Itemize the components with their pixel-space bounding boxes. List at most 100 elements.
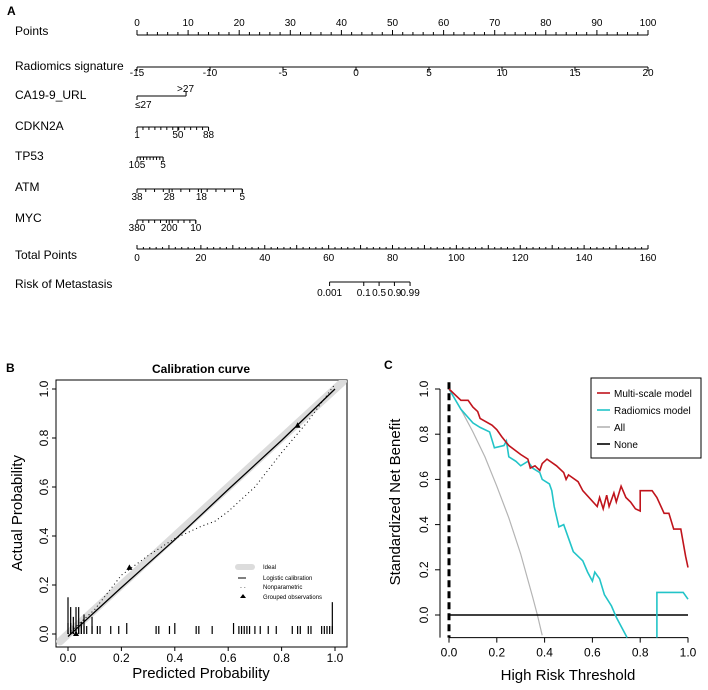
tick-label: 0.99 <box>400 288 420 299</box>
tick-label: 140 <box>576 253 593 264</box>
tick-label: >27 <box>177 84 194 95</box>
legend-entry: Logistic calibration <box>263 576 312 582</box>
legend-entry: Multi-scale model <box>614 389 692 400</box>
tick-label: 40 <box>259 253 271 264</box>
legend-entry: All <box>614 423 625 434</box>
row-label: Total Points <box>15 248 77 262</box>
tick-label: 0.001 <box>317 288 342 299</box>
x-tick-label: 0.4 <box>536 646 553 660</box>
tick-label: 70 <box>489 18 501 29</box>
grouped-observation-point <box>294 422 301 428</box>
tick-label: -5 <box>279 68 288 79</box>
tick-label: 10 <box>183 18 195 29</box>
grouped-observation-point <box>126 564 133 570</box>
panel-label: A <box>7 4 16 18</box>
x-tick-label: 1.0 <box>327 651 344 665</box>
row-label: ATM <box>15 180 39 194</box>
tick-label: 40 <box>336 18 348 29</box>
panel-label: C <box>384 358 393 372</box>
tick-label: 80 <box>387 253 399 264</box>
tick-label: 1 <box>134 130 140 141</box>
tick-label: 5 <box>239 192 245 203</box>
y-tick-label: 1.0 <box>37 380 51 397</box>
plot-area <box>56 380 347 646</box>
legend-entry: Grouped observations <box>263 595 322 601</box>
x-tick-label: 0.0 <box>60 651 77 665</box>
y-tick-label: 0.6 <box>417 471 431 488</box>
tick-label: 10 <box>496 68 508 79</box>
tick-label: 28 <box>164 192 176 203</box>
x-axis-label: Predicted Probability <box>132 665 270 682</box>
row-label: Points <box>15 24 48 38</box>
legend-nonparam-swatch: . . <box>240 583 246 590</box>
tick-label: 18 <box>196 192 208 203</box>
logistic-calibration-line <box>67 388 336 637</box>
ideal-line <box>56 380 347 646</box>
chart-title: Calibration curve <box>152 362 250 376</box>
x-tick-label: 0.6 <box>220 651 237 665</box>
x-tick-label: 0.2 <box>488 646 505 660</box>
y-tick-label: 0.2 <box>417 561 431 578</box>
legend-entry: Radiomics model <box>614 406 691 417</box>
tick-label: 20 <box>642 68 654 79</box>
calibration-panel: B Calibration curve 0.0 0.2 0.4 0.6 0.8 1.0 0.0 0… <box>6 361 348 682</box>
x-tick-label: 0.8 <box>273 651 290 665</box>
y-tick-label: 0.0 <box>417 606 431 623</box>
x-tick-label: 0.2 <box>113 651 130 665</box>
tick-label: 50 <box>387 18 399 29</box>
row-label: Radiomics signature <box>15 59 124 73</box>
legend-entry: Nonparametric <box>263 585 302 591</box>
tick-label: 60 <box>323 253 335 264</box>
y-tick-label: 0.8 <box>417 426 431 443</box>
nonparametric-line <box>67 383 336 635</box>
tick-label: 0.5 <box>372 288 386 299</box>
row-label: CDKN2A <box>15 119 64 133</box>
tick-label: 0 <box>353 68 359 79</box>
plot-frame <box>55 379 348 648</box>
tick-label: 200 <box>161 223 178 234</box>
tick-label: 0 <box>134 18 140 29</box>
legend-entry: Ideal <box>263 565 276 571</box>
all-curve <box>448 388 543 636</box>
tick-label: 50 <box>172 130 184 141</box>
y-axis-label: Actual Probability <box>9 455 26 571</box>
y-tick-label: 0.2 <box>37 576 51 593</box>
tick-label: 120 <box>512 253 529 264</box>
y-tick-label: 0.6 <box>37 478 51 495</box>
x-axis-label: High Risk Threshold <box>501 667 636 684</box>
row-label: CA19-9_URL <box>15 88 87 102</box>
tick-label: 20 <box>234 18 246 29</box>
tick-label: 38 <box>131 192 143 203</box>
y-tick-label: 0.0 <box>37 625 51 642</box>
tick-label: 88 <box>203 130 215 141</box>
x-tick-label: 0.4 <box>166 651 183 665</box>
tick-label: ≤27 <box>135 100 152 111</box>
tick-label: 380 <box>129 223 146 234</box>
radiomics-model-curve-segment <box>656 591 689 638</box>
tick-label: 0.1 <box>357 288 371 299</box>
x-tick-label: 0.8 <box>632 646 649 660</box>
tick-label: 0.9 <box>387 288 401 299</box>
tick-label: 20 <box>195 253 207 264</box>
tick-label: -15 <box>130 68 145 79</box>
x-tick-label: 0.6 <box>584 646 601 660</box>
row-label: MYC <box>15 211 42 225</box>
tick-label: 10 <box>190 223 202 234</box>
x-tick-label: 1.0 <box>680 646 697 660</box>
tick-label: 15 <box>569 68 581 79</box>
tick-label: 60 <box>438 18 450 29</box>
tick-label: -10 <box>203 68 218 79</box>
tick-label: 100 <box>448 253 465 264</box>
tick-label: 30 <box>285 18 297 29</box>
y-tick-label: 0.8 <box>37 429 51 446</box>
y-tick-label: 1.0 <box>417 380 431 397</box>
row-label: Risk of Metastasis <box>15 277 112 291</box>
y-tick-label: 0.4 <box>37 527 51 544</box>
legend-grouped-swatch <box>240 594 246 598</box>
tick-label: 5 <box>160 160 166 171</box>
multi-scale-model-curve <box>448 388 689 568</box>
dca-panel: C 0.0 0.2 0.4 0.6 0.8 1.0 0.0 0.2 0.4 0.6 0.8 1.0 Hig… <box>384 358 702 684</box>
tick-label: 0 <box>134 253 140 264</box>
